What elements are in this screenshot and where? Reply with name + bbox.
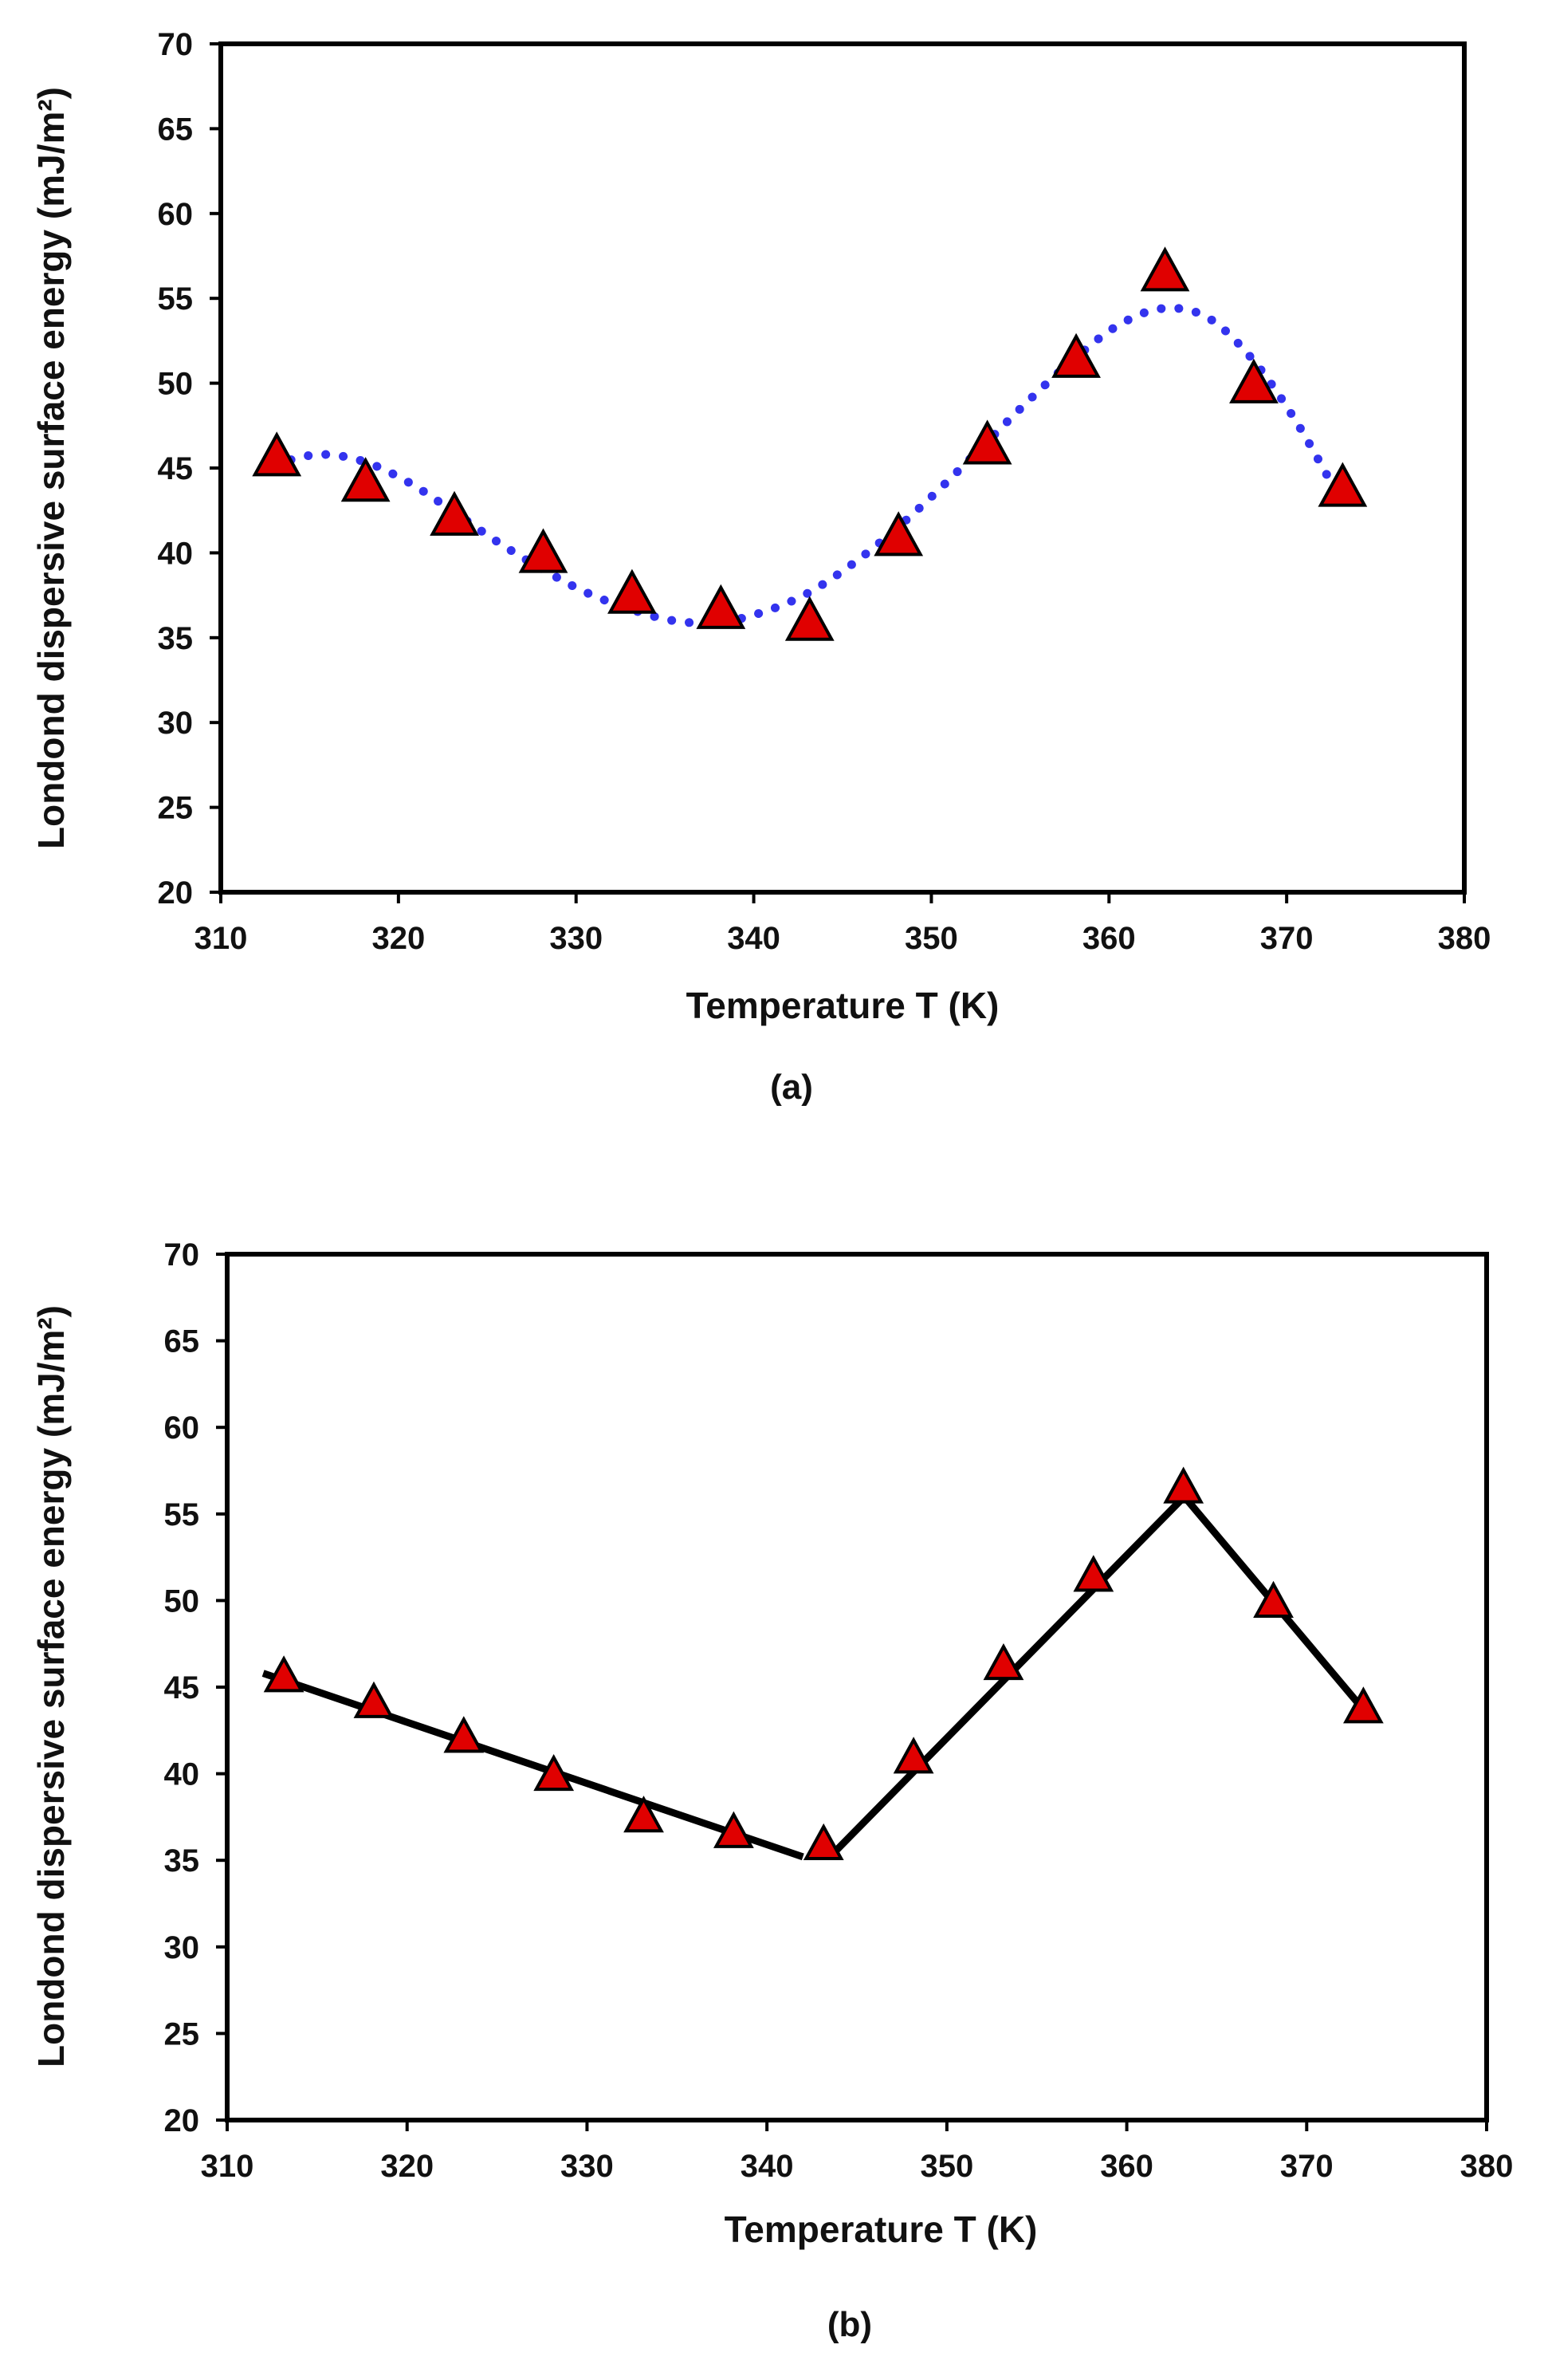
y-tick-label: 70 — [164, 1237, 200, 1273]
data-point-triangle — [1051, 332, 1101, 378]
data-point-triangle — [1343, 1686, 1384, 1724]
data-point-triangle — [1140, 246, 1190, 292]
data-point-triangle — [430, 490, 479, 536]
data-point-triangle — [874, 511, 924, 557]
data-point-triangle — [1163, 1466, 1204, 1504]
data-point-triangle — [607, 568, 657, 614]
y-tick-label: 55 — [158, 281, 194, 317]
x-tick-label: 310 — [201, 2149, 254, 2184]
x-tick-label: 340 — [741, 2149, 794, 2184]
y-axis-ticks-b: 20 25 30 35 40 45 50 55 60 65 70 — [164, 1237, 227, 2138]
x-tick-label: 350 — [920, 2149, 973, 2184]
data-point-triangle — [1253, 1580, 1294, 1618]
x-tick-label: 380 — [1438, 921, 1491, 956]
y-tick-label: 30 — [158, 706, 194, 741]
x-tick-label: 310 — [194, 921, 248, 956]
y-tick-label: 20 — [164, 2103, 200, 2138]
y-tick-label: 60 — [164, 1410, 200, 1446]
x-tick-label: 370 — [1280, 2149, 1334, 2184]
chart-panel-b: 20 25 30 35 40 45 50 55 60 65 70 310 320 330 340 350 36… — [30, 1237, 1513, 2344]
data-points-b — [263, 1466, 1384, 1861]
x-tick-label: 360 — [1100, 2149, 1153, 2184]
data-point-triangle — [696, 584, 746, 629]
data-points-a — [252, 246, 1368, 641]
x-axis-ticks-a: 310 320 330 340 350 360 370 380 — [194, 892, 1491, 956]
x-tick-label: 320 — [371, 921, 425, 956]
y-axis-title-a: Londond dispersive surface energy (mJ/m²… — [30, 87, 72, 849]
x-tick-label: 330 — [549, 921, 603, 956]
y-tick-label: 30 — [164, 1930, 200, 1965]
y-tick-label: 50 — [158, 367, 194, 402]
x-axis-title-a: Temperature T (K) — [686, 985, 1000, 1026]
data-point-triangle — [623, 1796, 664, 1833]
x-tick-label: 340 — [727, 921, 780, 956]
panel-label-b: (b) — [827, 2305, 872, 2344]
data-point-triangle — [1229, 358, 1279, 403]
y-tick-label: 45 — [164, 1670, 200, 1705]
plot-area-a — [218, 41, 1467, 895]
data-point-triangle — [983, 1642, 1024, 1681]
plot-area-b — [225, 1252, 1489, 2122]
y-tick-label: 25 — [164, 2016, 200, 2052]
x-tick-label: 320 — [380, 2149, 434, 2184]
data-point-triangle — [533, 1753, 575, 1792]
y-tick-label: 40 — [164, 1757, 200, 1792]
y-tick-label: 70 — [158, 27, 194, 62]
y-tick-label: 45 — [158, 451, 194, 486]
x-tick-label: 380 — [1460, 2149, 1514, 2184]
data-point-triangle — [263, 1655, 304, 1693]
chart-panel-a: 20 25 30 35 40 45 50 55 60 65 70 310 320 330 340 350 36… — [30, 27, 1491, 1107]
data-point-triangle — [893, 1737, 934, 1774]
data-point-triangle — [443, 1716, 485, 1753]
data-point-triangle — [252, 431, 302, 477]
data-point-triangle — [1073, 1555, 1114, 1592]
data-point-triangle — [340, 457, 391, 502]
data-point-triangle — [518, 528, 568, 573]
data-point-triangle — [713, 1811, 754, 1848]
x-tick-label: 370 — [1260, 921, 1314, 956]
data-point-triangle — [784, 596, 835, 641]
y-tick-label: 35 — [158, 621, 194, 656]
y-tick-label: 55 — [164, 1497, 200, 1532]
y-tick-label: 35 — [164, 1843, 200, 1878]
data-point-triangle — [803, 1823, 844, 1861]
y-axis-ticks-a: 20 25 30 35 40 45 50 55 60 65 70 — [158, 27, 221, 911]
y-tick-label: 60 — [158, 197, 194, 232]
y-axis-title-b: Londond dispersive surface energy (mJ/m²… — [30, 1305, 72, 2067]
x-tick-label: 350 — [905, 921, 958, 956]
y-tick-label: 65 — [158, 112, 194, 147]
x-axis-title-b: Temperature T (K) — [725, 2209, 1038, 2250]
y-tick-label: 40 — [158, 536, 194, 571]
x-tick-label: 360 — [1082, 921, 1136, 956]
y-tick-label: 65 — [164, 1324, 200, 1359]
panel-label-a: (a) — [770, 1068, 813, 1107]
x-axis-ticks-b: 310 320 330 340 350 360 370 380 — [201, 2120, 1514, 2184]
data-point-triangle — [962, 419, 1012, 465]
fit-line-segment — [261, 1670, 804, 1861]
data-point-triangle — [1318, 462, 1368, 507]
y-tick-label: 25 — [158, 791, 194, 826]
x-tick-label: 330 — [560, 2149, 614, 2184]
y-tick-label: 50 — [164, 1583, 200, 1619]
data-point-triangle — [353, 1681, 395, 1718]
y-tick-label: 20 — [158, 875, 194, 911]
